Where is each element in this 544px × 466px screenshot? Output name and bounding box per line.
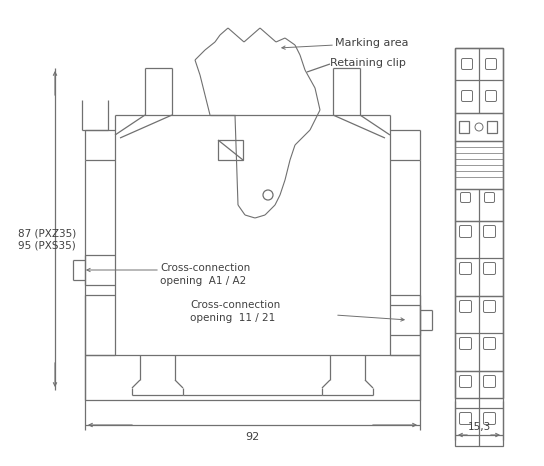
Bar — [218, 140, 243, 160]
Bar — [455, 371, 503, 446]
Text: opening  A1 / A2: opening A1 / A2 — [160, 276, 246, 286]
Text: 95 (PXS35): 95 (PXS35) — [18, 241, 76, 251]
Text: Marking area: Marking area — [335, 38, 409, 48]
Text: Cross-connection: Cross-connection — [160, 263, 250, 273]
Text: Cross-connection: Cross-connection — [190, 300, 280, 310]
Bar — [455, 48, 503, 398]
Bar — [459, 121, 469, 133]
Text: 87 (PXZ35): 87 (PXZ35) — [18, 228, 76, 238]
Bar — [455, 221, 503, 296]
Bar — [455, 189, 503, 221]
Bar — [455, 48, 503, 113]
Bar — [455, 113, 503, 141]
Bar — [487, 121, 497, 133]
Text: 92: 92 — [245, 432, 259, 442]
Text: Retaining clip: Retaining clip — [330, 58, 406, 68]
Text: 15,3: 15,3 — [467, 422, 491, 432]
Text: opening  11 / 21: opening 11 / 21 — [190, 313, 275, 323]
Bar — [455, 296, 503, 371]
Bar — [455, 141, 503, 189]
